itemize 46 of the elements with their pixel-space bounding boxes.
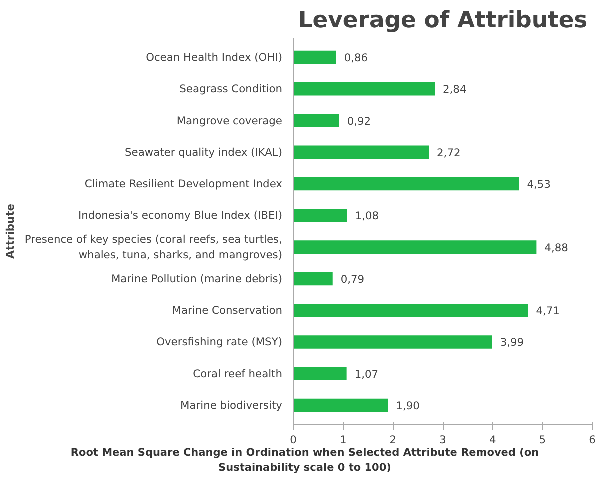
y-tick-label: Marine Conservation xyxy=(172,304,283,318)
data-label: 1,90 xyxy=(396,400,420,413)
x-tick-label: 2 xyxy=(390,434,397,446)
data-label: 0,86 xyxy=(344,51,368,64)
bar xyxy=(294,272,333,286)
bar xyxy=(294,50,336,64)
y-tick-label: Ocean Health Index (OHI) xyxy=(146,50,283,64)
bar xyxy=(294,304,528,318)
bar xyxy=(294,146,430,160)
y-tick-label: Coral reef health xyxy=(193,367,283,380)
data-label: 2,72 xyxy=(437,146,461,160)
bar xyxy=(294,177,520,191)
y-tick-label: Climate Resilient Development Index xyxy=(84,178,283,191)
y-tick-label: Presence of key species (coral reefs, sea turtles, whales, tuna, sharks, and mangroves) xyxy=(24,233,283,262)
data-label: 4,88 xyxy=(544,241,569,254)
data-label: 4,53 xyxy=(527,178,551,192)
x-tick-label: 3 xyxy=(440,434,446,446)
bar xyxy=(294,398,388,412)
x-tick-label: 1 xyxy=(340,434,347,446)
x-tick-label: 5 xyxy=(539,434,546,446)
bar xyxy=(294,367,347,381)
data-label: 4,71 xyxy=(536,304,560,318)
y-tick-label: Marine biodiversity xyxy=(180,399,283,412)
bar xyxy=(294,336,492,349)
y-tick-label: Indonesia's economy Blue Index (IBEI) xyxy=(78,209,283,222)
y-tick-label: Marine Pollution (marine debris) xyxy=(111,272,282,286)
y-tick-label: Oversfishing rate (MSY) xyxy=(156,336,283,349)
y-axis-title: Attribute xyxy=(4,204,17,259)
x-axis-title: Root Mean Square Change in Ordination when Selected Attribute Removed (on Sustainability scale 0 to 100) xyxy=(70,446,540,476)
bar xyxy=(294,209,348,222)
chart-title: Leverage of Attributes xyxy=(298,8,588,34)
bar xyxy=(294,82,436,96)
y-tick-label: Seagrass Condition xyxy=(180,82,283,96)
y-tick-label: Seawater quality index (IKAL) xyxy=(125,146,283,159)
x-tick-label: 6 xyxy=(589,434,596,446)
x-tick-label: 4 xyxy=(489,434,496,446)
bar xyxy=(294,114,340,128)
x-tick-label: 0 xyxy=(290,434,298,446)
y-tick-label: Mangrove coverage xyxy=(176,114,283,128)
data-label: 3,99 xyxy=(500,336,524,350)
data-label: 2,84 xyxy=(443,83,467,96)
data-label: 0,79 xyxy=(340,272,365,286)
data-label: 1,08 xyxy=(355,210,380,223)
data-label: 0,92 xyxy=(347,114,372,128)
data-label: 1,07 xyxy=(354,368,379,381)
bar xyxy=(294,240,537,254)
